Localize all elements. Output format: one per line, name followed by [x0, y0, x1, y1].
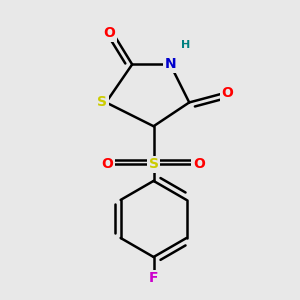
Text: S: S [98, 95, 107, 110]
Text: S: S [148, 157, 159, 171]
Text: O: O [193, 157, 205, 171]
Text: O: O [221, 86, 233, 100]
Text: N: N [164, 57, 176, 71]
Text: O: O [101, 157, 113, 171]
Text: F: F [149, 272, 158, 285]
Text: O: O [103, 26, 116, 40]
Text: H: H [181, 40, 190, 50]
